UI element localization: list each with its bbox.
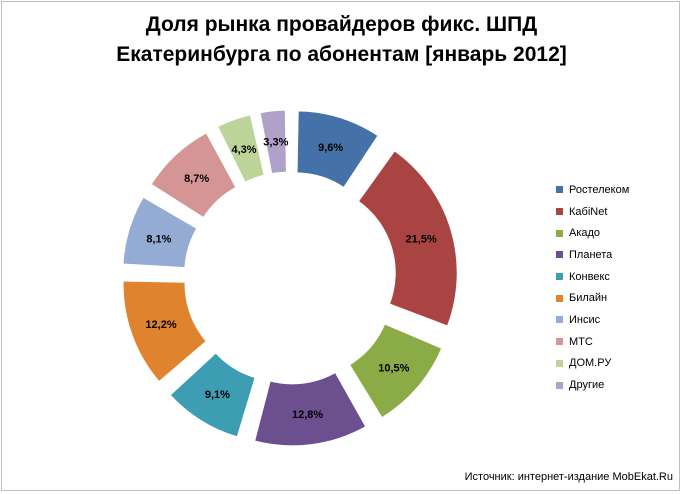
- chart-title-line-1: Доля рынка провайдеров фикс. ШПД: [145, 13, 538, 36]
- slice-конвекс: [169, 352, 256, 438]
- legend-item-инсис: Инсис: [556, 309, 629, 331]
- slice-кабinet: [357, 150, 458, 327]
- data-label-мтс: 8,7%: [184, 173, 209, 185]
- legend-label: КабiNet: [569, 205, 608, 218]
- slice-другие: [259, 109, 287, 175]
- data-label-инсис: 8,1%: [146, 233, 171, 245]
- legend-label: Планета: [569, 248, 613, 261]
- data-label-акадо: 10,5%: [378, 362, 409, 374]
- chart-legend: Ростелеком КабiNet Акадо Планета Конвекс Била…: [556, 179, 629, 396]
- legend-label: Акадо: [569, 227, 601, 240]
- legend-item-дом-ру: ДОМ.РУ: [556, 353, 629, 375]
- legend-swatch: [556, 208, 563, 216]
- source-note: Источник: интернет-издание MobEkat.Ru: [464, 471, 673, 483]
- slice-мтс: [150, 132, 237, 219]
- data-label-кабinet: 21,5%: [406, 233, 437, 245]
- data-label-планета: 12,8%: [292, 409, 323, 421]
- legend-swatch: [556, 251, 563, 259]
- data-label-ростелеком: 9,6%: [318, 142, 343, 154]
- data-label-конвекс: 9,1%: [205, 389, 230, 401]
- legend-swatch: [556, 229, 563, 237]
- legend-item-билайн: Билайн: [556, 287, 629, 309]
- legend-swatch: [556, 338, 563, 346]
- legend-label: Ростелеком: [569, 183, 630, 196]
- legend-label: ДОМ.РУ: [569, 357, 612, 370]
- legend-item-мтс: МТС: [556, 331, 629, 353]
- slice-акадо: [348, 323, 443, 419]
- chart-title-line-2: Екатеринбурга по абонентам [январь 2012]: [116, 43, 567, 66]
- legend-swatch: [556, 381, 563, 389]
- legend-swatch: [556, 186, 563, 194]
- slice-ростелеком: [296, 110, 379, 189]
- legend-item-планета: Планета: [556, 244, 629, 266]
- legend-item-другие: Другие: [556, 374, 629, 396]
- chart-title: Доля рынка провайдеров фикс. ШПД Екатери…: [0, 10, 683, 70]
- slice-билайн: [122, 280, 207, 383]
- slice-дом-ру: [216, 114, 265, 183]
- legend-item-ростелеком: Ростелеком: [556, 179, 629, 201]
- legend-label: Билайн: [569, 292, 608, 305]
- legend-label: Инсис: [569, 313, 601, 326]
- legend-item-акадо: Акадо: [556, 222, 629, 244]
- slice-планета: [254, 371, 367, 447]
- data-label-дом-ру: 4,3%: [232, 144, 257, 156]
- legend-item-конвекс: Конвекс: [556, 266, 629, 288]
- legend-item-кабinet: КабiNet: [556, 201, 629, 223]
- legend-label: Другие: [569, 379, 605, 392]
- legend-swatch: [556, 273, 563, 281]
- legend-swatch: [556, 316, 563, 324]
- legend-swatch: [556, 359, 563, 367]
- legend-label: Конвекс: [569, 270, 610, 283]
- data-label-другие: 3,3%: [263, 137, 288, 149]
- legend-label: МТС: [569, 335, 593, 348]
- data-label-билайн: 12,2%: [145, 319, 176, 331]
- slice-инсис: [122, 196, 198, 269]
- legend-swatch: [556, 294, 563, 302]
